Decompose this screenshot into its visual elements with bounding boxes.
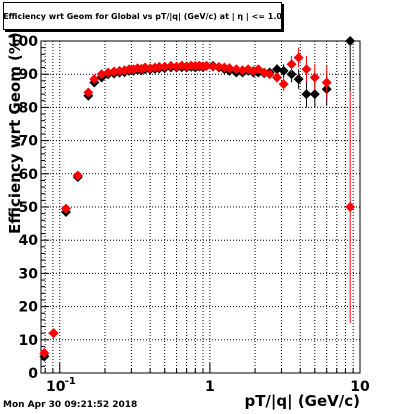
- data-point: [264, 69, 275, 80]
- data-point: [345, 202, 356, 212]
- data-point: [293, 74, 304, 85]
- y-tick-label: 60: [19, 167, 39, 183]
- data-point: [224, 63, 235, 74]
- data-point: [39, 348, 50, 359]
- timestamp-footer: Mon Apr 30 09:21:52 2018: [3, 400, 138, 410]
- data-point: [83, 87, 94, 98]
- series-0: [39, 36, 356, 362]
- chart-title: Efficiency wrt Geom for Global vs pT/|q|…: [3, 11, 282, 21]
- data-point: [149, 62, 160, 73]
- grid-lines: [41, 41, 360, 373]
- data-point: [60, 203, 71, 214]
- data-point: [321, 77, 332, 88]
- x-tick-label: 1: [205, 379, 215, 395]
- data-point: [293, 52, 304, 63]
- data-point: [154, 61, 165, 72]
- data-point: [89, 74, 100, 85]
- y-tick-label: 70: [19, 134, 39, 150]
- y-tick-label: 80: [19, 100, 39, 116]
- x-tick-label: 10: [350, 379, 370, 395]
- data-series: [39, 36, 356, 362]
- data-point: [208, 61, 219, 72]
- data-point: [231, 64, 242, 75]
- data-point: [272, 72, 283, 83]
- y-tick-label: 0: [28, 366, 38, 382]
- data-point: [286, 59, 297, 70]
- x-tick-label: 10: [46, 379, 66, 395]
- data-point: [301, 64, 312, 75]
- chart-title-box: Efficiency wrt Geom for Global vs pT/|q|…: [3, 2, 282, 30]
- y-tick-label: 30: [19, 266, 39, 282]
- data-point: [165, 60, 176, 71]
- data-point: [286, 69, 297, 80]
- series-1: [39, 47, 356, 359]
- y-tick-label: 50: [19, 200, 39, 216]
- x-axis-label: pT/|q| (GeV/c): [244, 392, 360, 411]
- data-point: [72, 170, 83, 181]
- y-tick-label: 10: [19, 333, 39, 349]
- y-axis-label: Efficiency wrt Geom (%): [6, 32, 24, 234]
- data-point: [278, 65, 289, 76]
- y-tick-label: 100: [9, 34, 38, 50]
- data-point: [345, 36, 356, 46]
- y-tick-label: 40: [19, 233, 39, 249]
- data-point: [278, 79, 289, 90]
- data-point: [48, 328, 59, 339]
- data-point: [301, 89, 312, 100]
- data-point: [159, 61, 170, 72]
- data-point: [309, 89, 320, 100]
- y-tick-label: 20: [19, 300, 39, 316]
- data-point: [309, 72, 320, 83]
- x-tick-exponent: -1: [65, 376, 76, 387]
- data-point: [181, 61, 192, 72]
- y-tick-label: 90: [19, 67, 39, 83]
- data-point: [201, 60, 212, 71]
